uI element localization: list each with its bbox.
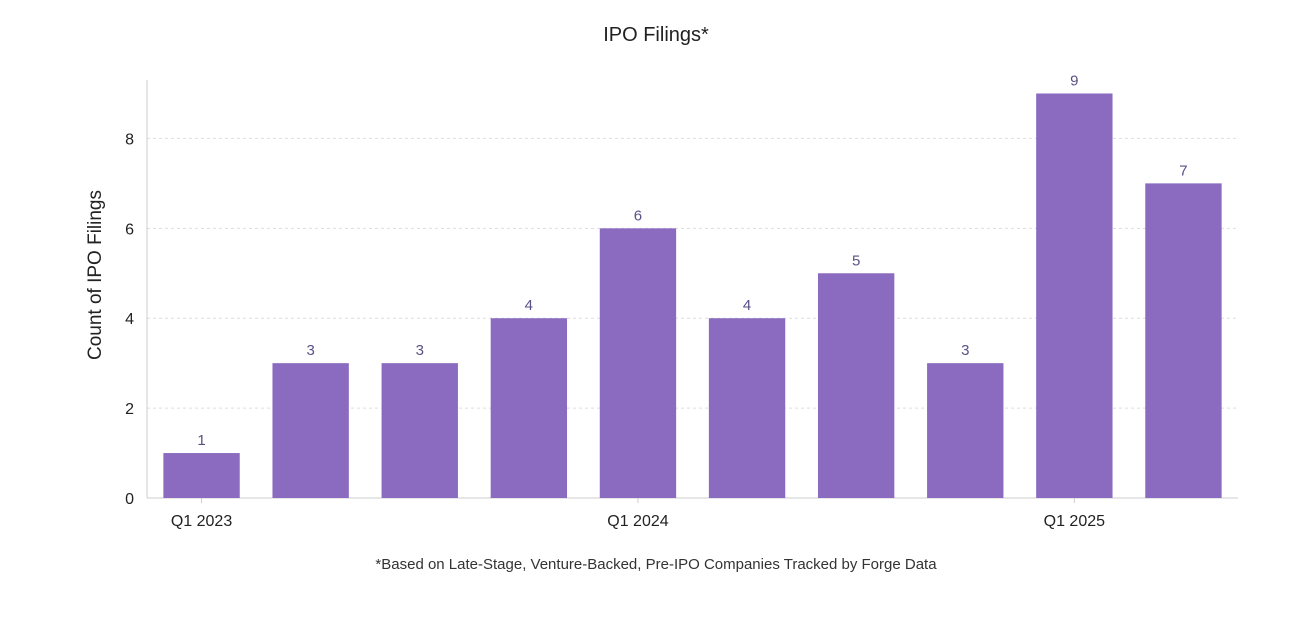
- y-tick-label: 8: [125, 131, 134, 148]
- y-tick-label: 4: [125, 311, 134, 328]
- data-labels: 1 3 3 4 6 4 5 3 9 7: [197, 72, 1187, 449]
- bar: [708, 318, 786, 498]
- bar: [272, 363, 349, 498]
- chart-title: IPO Filings*: [603, 24, 709, 46]
- chart-footnote: *Based on Late-Stage, Venture-Backed, Pr…: [375, 556, 937, 573]
- data-label: 9: [1070, 72, 1078, 89]
- data-label: 6: [634, 207, 642, 224]
- bar: [163, 453, 240, 498]
- data-label: 4: [743, 297, 751, 314]
- bar: [927, 363, 1004, 498]
- bars: [163, 93, 1222, 499]
- x-tick-label: Q1 2023: [171, 513, 232, 530]
- bar: [490, 318, 568, 498]
- data-label: 1: [197, 432, 205, 449]
- y-axis-label: Count of IPO Filings: [85, 190, 106, 360]
- data-label: 4: [525, 297, 533, 314]
- x-tick-label: Q1 2024: [607, 513, 668, 530]
- y-tick-labels: 0 2 4 6 8: [125, 131, 134, 508]
- x-tick-label: Q1 2025: [1044, 513, 1105, 530]
- y-tick-label: 0: [125, 491, 134, 508]
- bar: [817, 273, 895, 498]
- bar: [599, 228, 677, 499]
- x-tick-labels: Q1 2023 Q1 2024 Q1 2025: [171, 498, 1105, 530]
- data-label: 7: [1179, 162, 1187, 179]
- bar: [1145, 183, 1222, 498]
- data-label: 3: [416, 342, 424, 359]
- y-tick-label: 2: [125, 401, 134, 418]
- data-label: 3: [961, 342, 969, 359]
- data-label: 3: [306, 342, 314, 359]
- bar: [1036, 93, 1113, 498]
- data-label: 5: [852, 252, 860, 269]
- y-tick-label: 6: [125, 221, 134, 238]
- bar: [381, 363, 458, 498]
